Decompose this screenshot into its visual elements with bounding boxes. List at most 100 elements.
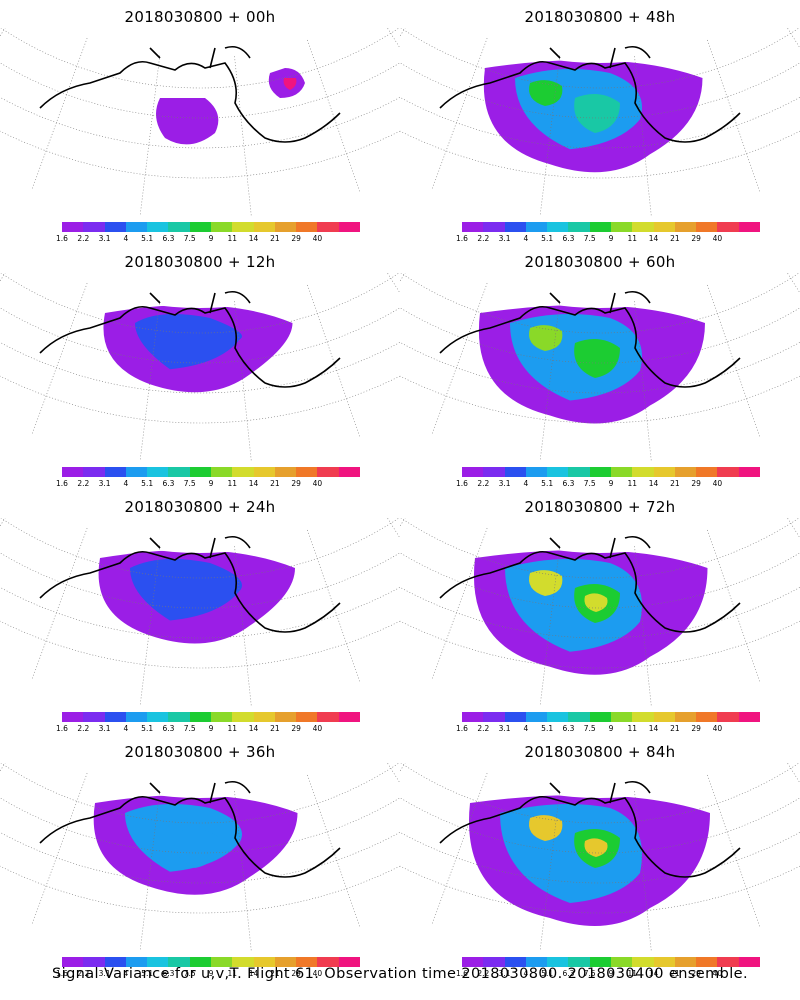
colorbar-swatch (738, 467, 760, 477)
colorbar-tick-label: 11 (227, 969, 238, 978)
colorbar-tick-label: 3.1 (498, 969, 511, 978)
coastline (39, 45, 341, 143)
colorbar-swatch (104, 957, 126, 967)
variance-region (529, 570, 563, 596)
graticule-lines (400, 28, 800, 216)
colorbar-tick-label: 21 (670, 724, 680, 733)
colorbar-tick-label: 2.2 (77, 234, 90, 243)
colorbar-swatch (189, 957, 211, 967)
coastline (39, 780, 341, 878)
colorbar-tick-label: 14 (648, 479, 659, 488)
colorbar-swatch (568, 712, 590, 722)
colorbar-tick-label: 6.3 (562, 479, 575, 488)
forecast-panel: 2018030800 + 84h 1.6 2.2 3.1 4 5.1 6.3 7.5 9 11 14… (400, 735, 800, 980)
forecast-panel: 2018030800 + 24h 1.6 2.2 3.1 4 5.1 6.3 7.5 9 11 14… (0, 490, 400, 735)
colorbar-swatch (674, 957, 697, 967)
colorbar-swatch (83, 467, 105, 477)
colorbar-tick-label: 5.1 (541, 234, 554, 243)
colorbar-swatch (653, 957, 675, 967)
colorbar-tick-label: 14 (648, 969, 659, 978)
colorbar-tick-label: 40 (312, 234, 323, 243)
colorbar-tick-label: 7.5 (183, 724, 196, 733)
colorbar-tick-label: 29 (291, 479, 301, 488)
colorbar-tick-label: 2.2 (477, 479, 490, 488)
colorbar-tick-label: 3.1 (98, 234, 111, 243)
colorbar-swatch (717, 467, 739, 477)
colorbar-swatch (62, 222, 84, 232)
colorbar-tick-label: 1.6 (456, 234, 468, 243)
colorbar-swatch (547, 712, 569, 722)
colorbar-swatch (83, 712, 105, 722)
colorbar-swatch (317, 712, 339, 722)
colorbar-tick-label: 29 (291, 969, 301, 978)
graticule-lines (0, 763, 400, 951)
colorbar-swatch (696, 712, 718, 722)
colorbar-swatch (632, 957, 654, 967)
coastline (439, 45, 741, 143)
colorbar-swatch (296, 467, 318, 477)
colorbar-tick-label: 14 (248, 234, 259, 243)
colorbar-tick-label: 11 (627, 724, 638, 733)
graticule-lines (400, 273, 800, 461)
colorbar-swatch (125, 467, 148, 477)
colorbar-swatch (147, 957, 169, 967)
colorbar-swatch (147, 712, 169, 722)
colorbar-swatch (210, 957, 233, 967)
colorbar-tick-label: 1.6 (456, 479, 468, 488)
colorbar (462, 957, 760, 967)
colorbar-tick-label: 11 (227, 724, 238, 733)
colorbar-tick-label: 2.2 (77, 969, 90, 978)
colorbar-swatch (674, 467, 697, 477)
panel-title: 2018030800 + 00h (124, 8, 276, 26)
variance-map (400, 518, 800, 706)
colorbar-swatch (296, 712, 318, 722)
panel-title: 2018030800 + 60h (524, 253, 676, 271)
colorbar-swatch (338, 222, 360, 232)
colorbar-tick-label: 40 (712, 234, 723, 243)
colorbar-tick-label: 7.5 (183, 969, 196, 978)
colorbar (62, 957, 360, 967)
colorbar-swatch (632, 712, 654, 722)
variance-region (584, 593, 608, 612)
colorbar-tick-label: 9 (608, 479, 614, 488)
colorbar-tick-label: 11 (627, 969, 638, 978)
colorbar-swatch (738, 222, 760, 232)
colorbar-swatch (168, 957, 190, 967)
colorbar-swatch (568, 957, 590, 967)
colorbar-swatch (674, 712, 697, 722)
colorbar-swatch (462, 222, 484, 232)
colorbar-tick-label: 9 (208, 234, 214, 243)
colorbar-swatch (104, 467, 126, 477)
graticule-lines (0, 273, 400, 461)
coastline (439, 290, 741, 388)
colorbar-swatch (232, 467, 254, 477)
colorbar-tick-label: 9 (208, 724, 214, 733)
colorbar-tick-label: 7.5 (583, 969, 596, 978)
colorbar-tick-label: 21 (270, 234, 280, 243)
colorbar-swatch (317, 957, 339, 967)
colorbar-tick-label: 6.3 (162, 969, 175, 978)
colorbar-tick-label: 5.1 (141, 724, 154, 733)
colorbar-swatch (253, 467, 275, 477)
colorbar-swatch (147, 467, 169, 477)
colorbar-swatch (210, 222, 233, 232)
variance-region (156, 98, 219, 145)
colorbar-tick-label: 14 (648, 724, 659, 733)
colorbar-tick-label: 21 (670, 479, 680, 488)
colorbar-tick-label: 29 (291, 724, 301, 733)
colorbar-swatch (483, 467, 505, 477)
colorbar-tick-label: 3.1 (498, 479, 511, 488)
colorbar-swatch (62, 712, 84, 722)
variance-region (529, 325, 563, 351)
colorbar-tick-label: 4 (123, 724, 129, 733)
colorbar-swatch (504, 222, 526, 232)
colorbar-swatch (504, 467, 526, 477)
colorbar-tick-label: 11 (627, 234, 638, 243)
colorbar-swatch (462, 712, 484, 722)
variance-region (574, 94, 620, 133)
colorbar-tick-label: 29 (691, 234, 701, 243)
colorbar-tick-label: 5.1 (541, 969, 554, 978)
colorbar-tick-label: 40 (712, 479, 723, 488)
colorbar-swatch (462, 467, 484, 477)
colorbar-swatch (696, 467, 718, 477)
